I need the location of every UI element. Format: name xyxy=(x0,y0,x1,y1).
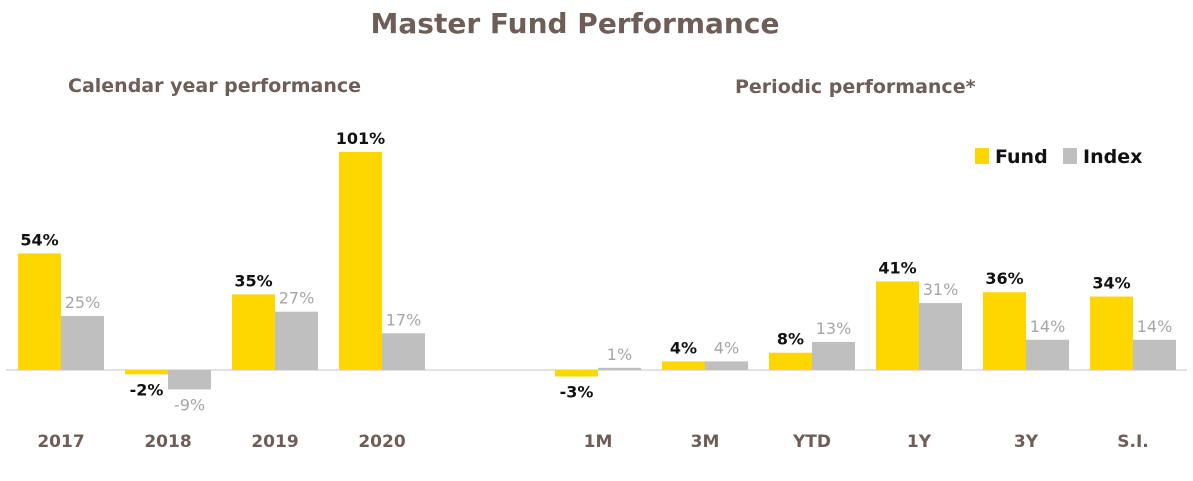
fund-data-label: 101% xyxy=(336,129,385,148)
category-label: 1Y xyxy=(907,432,932,452)
fund-data-label: 4% xyxy=(670,338,697,357)
fund-data-label: 41% xyxy=(878,258,916,277)
index-data-label: 13% xyxy=(816,319,852,338)
fund-bar-si xyxy=(1090,296,1133,370)
index-bar-2018 xyxy=(168,370,211,390)
index-bar-2019 xyxy=(275,311,318,370)
index-data-label: 4% xyxy=(714,338,739,357)
category-label: 2019 xyxy=(251,432,298,452)
category-label: 2020 xyxy=(358,432,405,452)
category-label: YTD xyxy=(792,432,831,452)
category-label: 1M xyxy=(584,432,613,452)
fund-data-label: 54% xyxy=(20,230,58,249)
fund-data-label: 34% xyxy=(1092,274,1130,293)
fund-data-label: 36% xyxy=(985,269,1023,288)
fund-bar-1y xyxy=(876,281,919,370)
index-data-label: 31% xyxy=(923,280,959,299)
fund-bar-3m xyxy=(662,361,705,370)
index-bar-1m xyxy=(598,367,641,370)
bars-group xyxy=(18,151,1176,390)
periodic-subtitle: Periodic performance* xyxy=(735,76,976,98)
index-bar-ytd xyxy=(812,341,855,370)
index-data-label: 27% xyxy=(279,289,315,308)
category-label: S.I. xyxy=(1117,432,1149,452)
fund-bar-2020 xyxy=(339,151,382,370)
index-data-label: 14% xyxy=(1030,317,1066,336)
legend-fund-label: Fund xyxy=(995,146,1048,168)
index-data-label: 1% xyxy=(607,345,632,364)
legend-index-label: Index xyxy=(1083,146,1142,168)
legend-index-swatch xyxy=(1063,148,1077,164)
legend-fund-swatch xyxy=(975,148,989,164)
legend: Fund Index xyxy=(975,146,1142,168)
fund-data-label: -2% xyxy=(130,380,164,399)
calendar-subtitle: Calendar year performance xyxy=(68,75,361,97)
index-bar-3m xyxy=(705,361,748,370)
fund-bar-2019 xyxy=(232,294,275,370)
fund-data-label: 8% xyxy=(777,330,804,349)
index-data-label: 17% xyxy=(386,310,422,329)
chart-title: Master Fund Performance xyxy=(371,7,780,40)
index-bar-2020 xyxy=(382,333,425,370)
fund-data-label: 35% xyxy=(234,271,272,290)
category-label: 2018 xyxy=(144,432,191,452)
index-data-label: 14% xyxy=(1137,317,1173,336)
category-label: 2017 xyxy=(37,432,84,452)
index-bar-3y xyxy=(1026,339,1069,370)
index-bar-2017 xyxy=(61,316,104,370)
fund-data-label: -3% xyxy=(560,382,594,401)
labels-group: 54% 25% 2017 -2% -9% 2018 35% 27% 2019 101% 17% 202… xyxy=(20,129,1172,452)
fund-bar-2017 xyxy=(18,253,61,370)
index-bar-si xyxy=(1133,339,1176,370)
index-data-label: 25% xyxy=(65,293,101,312)
index-data-label: -9% xyxy=(174,395,205,414)
index-bar-1y xyxy=(919,303,962,370)
fund-bar-2018 xyxy=(125,370,168,375)
fund-bar-1m xyxy=(555,370,598,377)
category-label: 3Y xyxy=(1014,432,1039,452)
category-label: 3M xyxy=(691,432,720,452)
fund-bar-3y xyxy=(983,292,1026,370)
fund-bar-ytd xyxy=(769,352,812,370)
